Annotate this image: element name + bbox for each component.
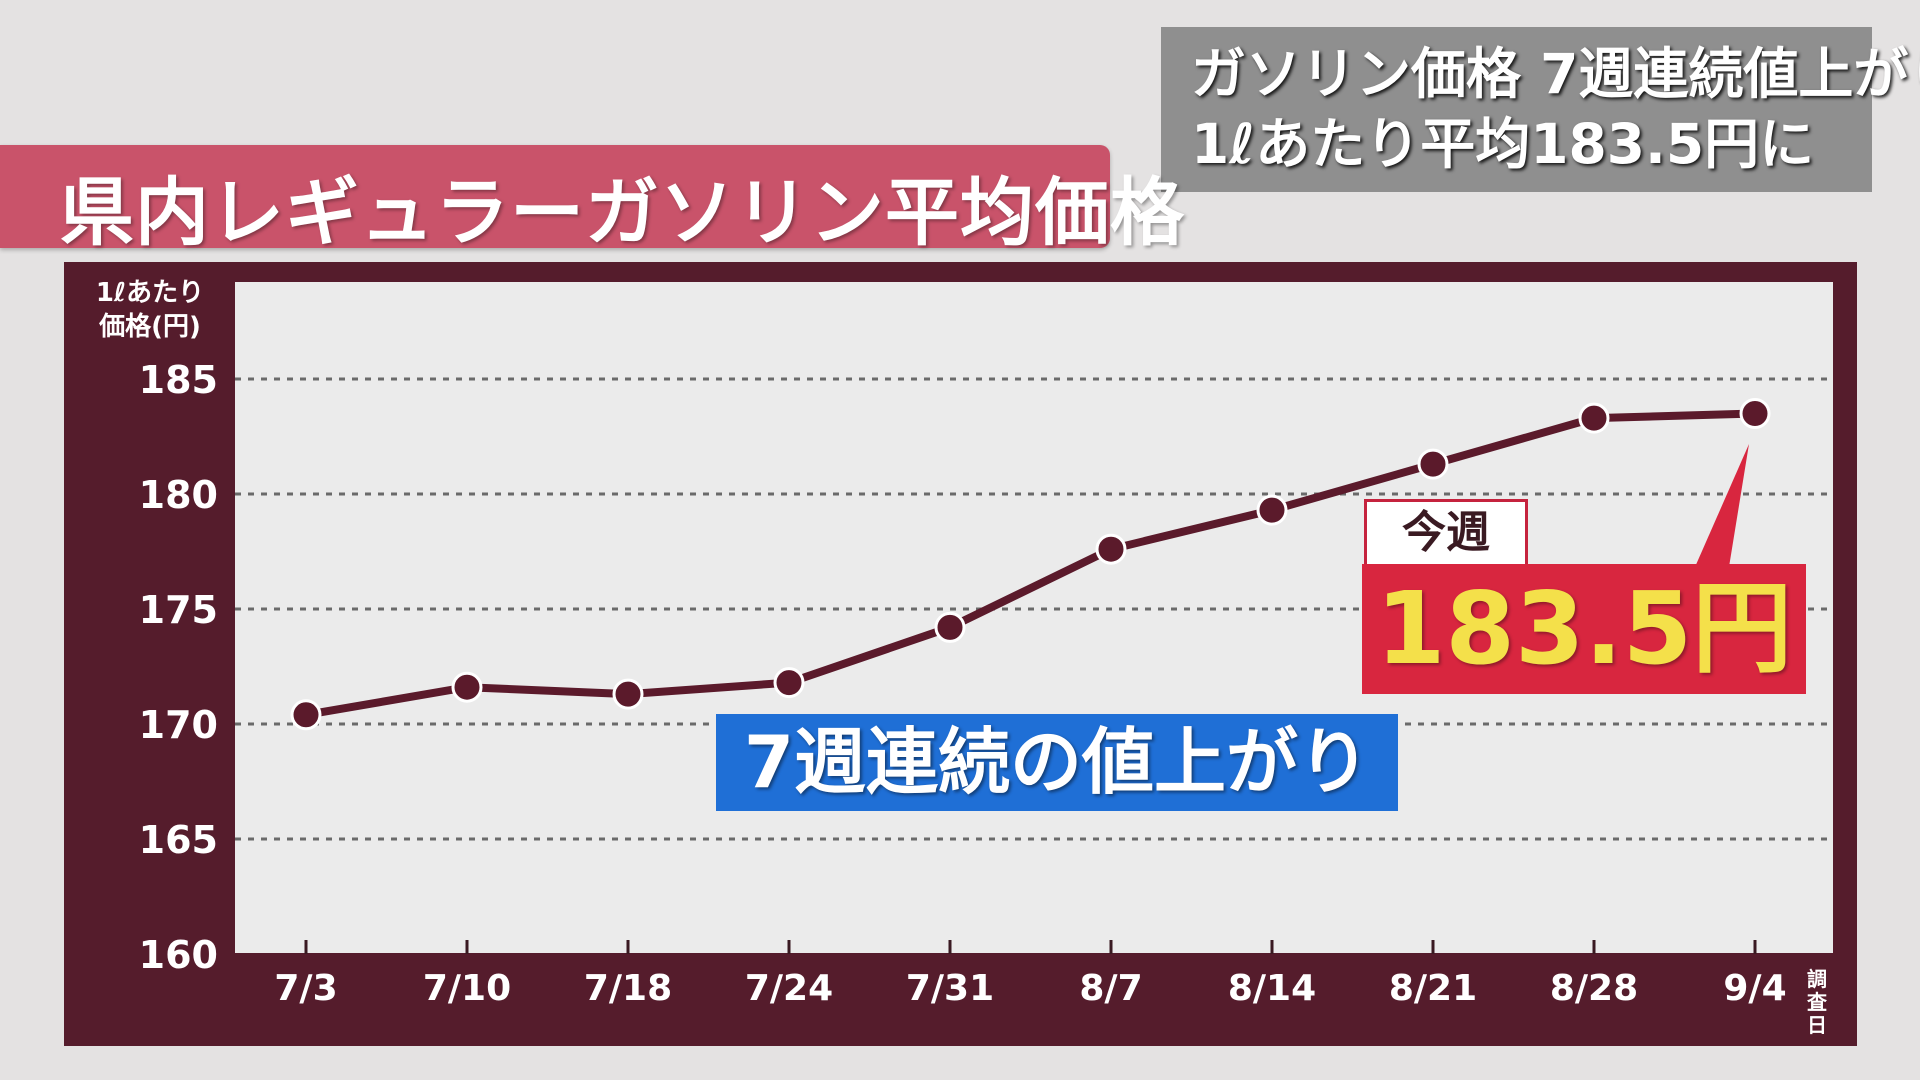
series-line xyxy=(302,409,1759,719)
headline-caption: ガソリン価格 7週連続値上がり 1ℓあたり平均183.5円に xyxy=(1161,27,1920,192)
y-tick-label: 175 xyxy=(139,588,218,632)
data-point xyxy=(773,667,805,699)
x-tick-label: 7/10 xyxy=(423,968,511,1009)
x-tick-label: 8/28 xyxy=(1550,968,1638,1009)
data-point xyxy=(934,611,966,643)
headline-line-1: ガソリン価格 7週連続値上がり xyxy=(1191,42,1920,106)
data-point xyxy=(290,699,322,731)
x-unit-char-1: 調 xyxy=(1807,967,1827,991)
title-banner: 県内レギュラーガソリン平均価格 xyxy=(0,145,1184,256)
this-week-price-callout: 183.5円 xyxy=(1362,564,1806,694)
x-tick-label: 7/31 xyxy=(906,968,994,1009)
x-tick-label: 9/4 xyxy=(1723,968,1786,1009)
y-axis-unit-label: 1ℓあたり 価格(円) xyxy=(80,276,220,344)
data-point xyxy=(1578,402,1610,434)
data-point xyxy=(451,671,483,703)
x-tick-label: 7/24 xyxy=(745,968,833,1009)
x-tick-label: 7/18 xyxy=(584,968,672,1009)
y-unit-line-1: 1ℓあたり xyxy=(95,278,205,308)
streak-annotation: 7週連続の値上がり xyxy=(716,714,1398,811)
y-tick-label: 180 xyxy=(139,473,218,517)
this-week-tab: 今週 xyxy=(1364,499,1528,567)
chart-title: 県内レギュラーガソリン平均価格 xyxy=(60,170,1185,256)
x-tick-label: 7/3 xyxy=(274,968,337,1009)
y-tick-label: 170 xyxy=(139,703,218,747)
data-point xyxy=(1256,494,1288,526)
data-point xyxy=(1095,533,1127,565)
headline-line-2: 1ℓあたり平均183.5円に xyxy=(1191,112,1815,176)
callout-pointer-shape xyxy=(1695,444,1749,567)
y-tick-label: 165 xyxy=(139,818,218,862)
x-tick-label: 8/14 xyxy=(1228,968,1316,1009)
data-point xyxy=(1739,398,1771,429)
x-unit-char-2: 査 xyxy=(1807,990,1827,1014)
data-point xyxy=(612,678,644,710)
x-tick-label: 8/21 xyxy=(1389,968,1477,1009)
x-tick-label: 8/7 xyxy=(1079,968,1142,1009)
y-unit-line-2: 価格(円) xyxy=(99,312,201,342)
y-tick-label: 160 xyxy=(139,933,218,977)
x-unit-char-3: 日 xyxy=(1807,1013,1827,1037)
x-axis-unit-label: 調 査 日 xyxy=(1802,968,1832,1037)
y-tick-label: 185 xyxy=(139,358,218,402)
data-point xyxy=(1417,448,1449,480)
